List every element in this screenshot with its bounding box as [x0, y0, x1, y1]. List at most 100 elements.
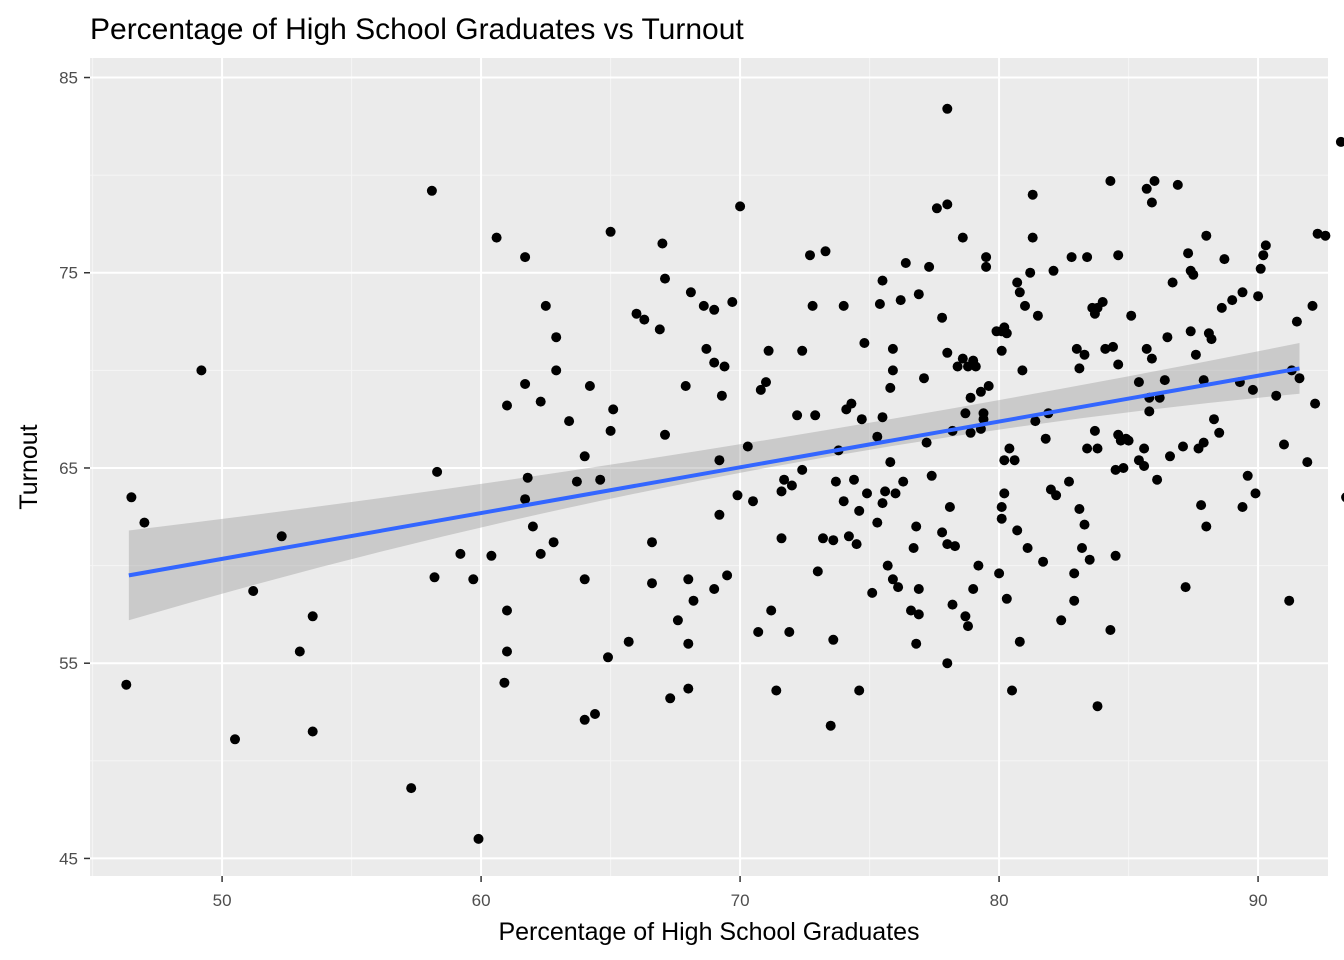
data-point	[882, 560, 893, 571]
data-point	[126, 492, 137, 503]
data-point	[735, 201, 746, 212]
x-tick-label: 80	[990, 891, 1009, 910]
data-point	[1139, 443, 1150, 454]
data-point	[1167, 277, 1178, 288]
data-point	[1007, 685, 1017, 696]
data-point	[779, 474, 790, 485]
data-point	[999, 488, 1010, 499]
data-point	[786, 480, 797, 491]
data-point	[406, 783, 417, 794]
data-point	[843, 531, 854, 542]
data-point	[276, 531, 287, 542]
data-point	[978, 408, 989, 419]
data-point	[960, 611, 971, 622]
x-tick-label: 90	[1249, 891, 1268, 910]
chart-title: Percentage of High School Graduates vs T…	[90, 13, 744, 46]
data-point	[1048, 265, 1059, 276]
data-point	[981, 252, 992, 263]
data-point	[1335, 136, 1344, 147]
data-point	[1092, 701, 1103, 712]
data-point	[947, 599, 958, 610]
data-point	[854, 685, 865, 696]
data-point	[680, 381, 691, 391]
data-point	[1066, 252, 1077, 263]
data-point	[1247, 384, 1258, 395]
data-point	[893, 582, 904, 593]
data-point	[1201, 521, 1212, 532]
data-point	[1123, 435, 1134, 446]
data-point	[1271, 390, 1282, 401]
data-point	[1071, 343, 1082, 354]
data-point	[877, 412, 888, 423]
data-point	[1113, 250, 1124, 261]
y-tick-label: 65	[59, 459, 78, 478]
data-point	[1141, 343, 1152, 354]
data-point	[520, 379, 531, 389]
data-point	[742, 441, 753, 452]
data-point	[805, 250, 815, 261]
data-point	[952, 361, 963, 372]
data-point	[307, 726, 318, 737]
data-point	[1069, 595, 1080, 606]
data-point	[1113, 359, 1124, 370]
data-point	[654, 324, 665, 335]
y-tick-label: 75	[59, 264, 78, 283]
data-point	[1198, 437, 1209, 448]
data-point	[753, 627, 764, 637]
data-point	[851, 539, 862, 550]
data-point	[944, 502, 955, 512]
data-point	[931, 203, 942, 214]
data-point	[898, 476, 909, 487]
data-point	[683, 638, 694, 649]
data-point	[797, 345, 808, 356]
data-point	[1219, 254, 1230, 265]
data-point	[1074, 504, 1085, 514]
data-point	[1038, 556, 1049, 567]
data-point	[605, 226, 616, 237]
data-point	[820, 246, 831, 257]
data-point	[595, 474, 606, 485]
data-point	[849, 474, 859, 485]
data-point	[1030, 416, 1041, 427]
data-point	[196, 365, 207, 376]
data-point	[1004, 443, 1015, 454]
data-point	[968, 584, 979, 594]
data-point	[887, 365, 898, 376]
data-point	[608, 404, 619, 415]
data-point	[722, 570, 733, 581]
data-point	[527, 521, 538, 532]
data-point	[965, 392, 976, 403]
data-point	[657, 238, 668, 249]
data-point	[429, 572, 440, 583]
data-point	[1074, 363, 1085, 374]
data-point	[709, 304, 720, 315]
data-point	[1279, 439, 1289, 450]
data-point	[307, 611, 318, 622]
data-point	[1255, 263, 1266, 274]
data-point	[818, 533, 828, 544]
data-point	[1069, 568, 1080, 579]
data-point	[1064, 476, 1074, 487]
data-point	[1082, 443, 1093, 454]
data-point	[1089, 425, 1100, 436]
data-point	[605, 425, 616, 436]
data-point	[1141, 183, 1152, 194]
data-point	[797, 464, 808, 475]
data-point	[748, 496, 758, 507]
data-point	[1214, 427, 1225, 438]
data-point	[716, 390, 727, 401]
data-point	[502, 400, 512, 411]
data-point	[1051, 490, 1062, 501]
data-point	[1001, 593, 1012, 604]
data-point	[996, 513, 1007, 524]
data-point	[1253, 291, 1264, 302]
data-point	[908, 543, 919, 553]
data-point	[426, 185, 437, 196]
data-point	[647, 537, 657, 548]
data-point	[975, 386, 986, 397]
data-point	[906, 605, 916, 616]
data-point	[535, 548, 546, 559]
data-point	[1032, 310, 1043, 321]
data-point	[1196, 500, 1207, 511]
